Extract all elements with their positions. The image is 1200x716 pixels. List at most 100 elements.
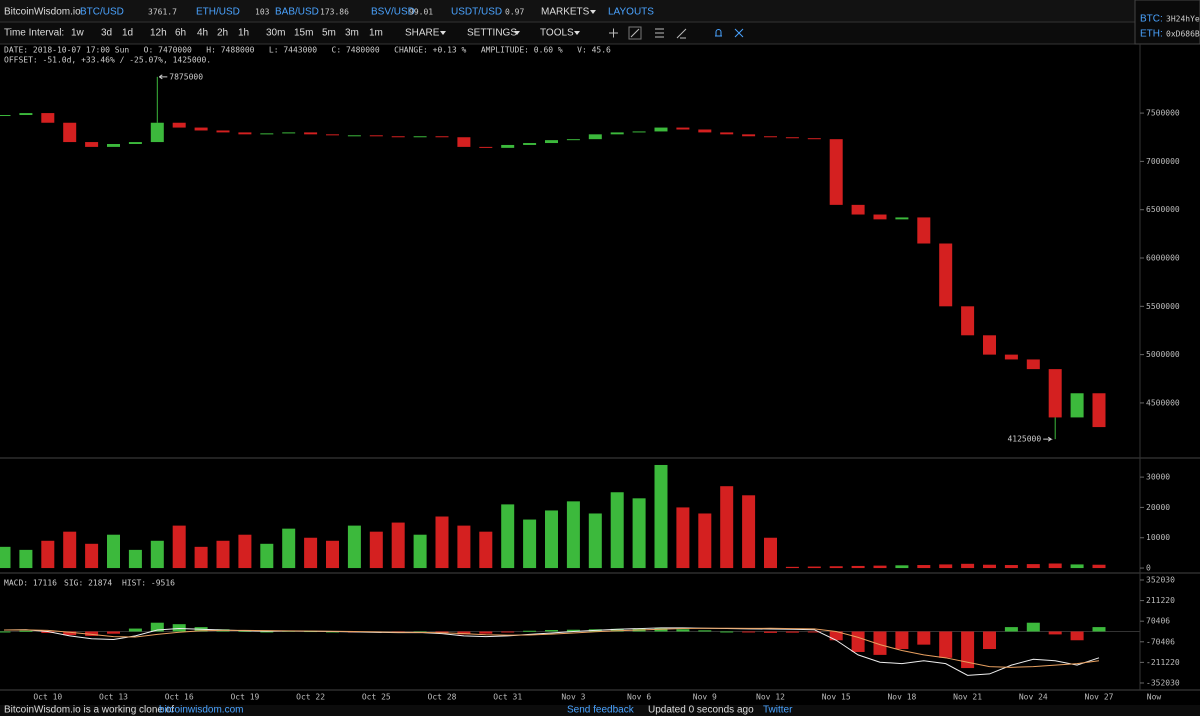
hline-icon[interactable] [655,28,664,38]
hist-bar [566,629,580,632]
twitter-link[interactable]: Twitter [763,705,793,716]
volume-bar [260,543,274,569]
ticker-pair[interactable]: ETH/USD [196,7,240,18]
interval-option[interactable]: 1w [71,28,85,39]
brand[interactable]: BitcoinWisdom.io [4,7,81,18]
volume-bar [435,516,449,569]
interval-option[interactable]: 1h [238,28,249,39]
candle [829,139,843,205]
hist-bar [610,628,624,632]
volume-bar [676,507,690,569]
candle [1048,369,1062,418]
x-tick-label: Nov 9 [693,693,717,702]
candle [720,132,734,135]
settings-menu[interactable]: SETTINGS [467,28,517,39]
volume-bar [566,501,580,569]
volume-bar [85,543,99,569]
info-line: OFFSET: -51.0d, +33.46% / -25.07%, 14250… [4,56,211,65]
tools-menu[interactable]: TOOLS [540,28,574,39]
volume-bar [851,565,865,569]
interval-option[interactable]: 12h [150,28,167,39]
candle [238,132,252,135]
hist-bar [0,631,11,633]
ticker-pair[interactable]: BAB/USD [275,7,319,18]
x-tick-label: Now [1147,693,1162,702]
macd-info: MACD: 17116 [4,579,57,588]
candle [282,132,296,134]
hist-bar [807,631,821,633]
footer-link[interactable]: bitcoinwisdom.com [159,705,243,716]
macd-line [3,627,1100,676]
line-icon[interactable] [630,28,640,38]
ticker-pair[interactable]: USDT/USD [451,7,502,18]
volume-bar [479,531,493,569]
hist-bar [785,631,799,633]
candle [194,127,208,131]
ticker-price: 173.86 [320,8,349,17]
updated-note: Updated 0 seconds ago [648,705,754,716]
annotation-arrow [159,74,168,80]
volume-bar [939,564,953,569]
x-tick-label: Nov 18 [887,693,916,702]
interval-option[interactable]: 6h [175,28,186,39]
line-icon-box[interactable] [628,26,642,40]
interval-option[interactable]: 1m [369,28,383,39]
hist-bar [895,631,909,650]
crosshair-icon[interactable] [609,28,618,38]
feedback-link[interactable]: Send feedback [567,705,635,716]
hist-bar [545,630,558,632]
share-menu[interactable]: SHARE [405,28,440,39]
ticker-price: 99.01 [409,8,433,17]
fullscreen-icon[interactable] [734,28,744,38]
ticker-price: 3761.7 [148,8,177,17]
candle [391,136,405,138]
interval-option[interactable]: 15m [294,28,313,39]
hist-bar [1092,627,1106,632]
y-tick-label: -211220 [1146,658,1180,667]
hist-bar [873,631,887,655]
volume-bar [326,540,339,569]
volume-bar [216,540,230,569]
y-tick-label: -352030 [1146,678,1180,687]
layouts-link[interactable]: LAYOUTS [608,7,654,18]
candle [41,113,55,123]
volume-bar [172,525,186,569]
volume-bar [632,498,646,569]
ticker-pair[interactable]: BSV/USD [371,7,415,18]
volume-bar [983,564,996,569]
interval-option[interactable]: 30m [266,28,285,39]
volume-bar [457,525,471,569]
fib-icon[interactable] [676,28,687,39]
hist-bar [939,631,953,658]
interval-option[interactable]: 4h [197,28,208,39]
candle [764,136,777,138]
ticker-pair[interactable]: BTC/USD [80,7,124,18]
candle [895,217,909,220]
y-tick-label: 5000000 [1146,350,1180,359]
x-tick-label: Oct 19 [230,693,259,702]
markets-menu[interactable]: MARKETS [541,7,590,18]
volume-bar [63,531,77,569]
y-tick-label: 6000000 [1146,254,1180,263]
interval-option[interactable]: 1d [122,28,133,39]
y-tick-label: 70406 [1146,617,1170,626]
interval-option[interactable]: 5m [322,28,336,39]
menu-caret [514,31,520,35]
interval-option[interactable]: 3m [345,28,359,39]
x-tick-label: Nov 12 [756,693,785,702]
alert-icon[interactable] [715,29,722,37]
hist-bar [523,630,537,632]
candle [610,132,624,135]
hist-bar [63,631,77,636]
y-tick-label: 4500000 [1146,398,1180,407]
footer-note: BitcoinWisdom.io is a working clone of [4,705,174,716]
interval-option[interactable]: 3d [101,28,112,39]
tool-icons[interactable] [609,26,744,40]
x-tick-label: Oct 25 [362,693,391,702]
ticker-price: 0.97 [505,8,524,17]
interval-option[interactable]: 2h [217,28,228,39]
candle [216,130,230,133]
